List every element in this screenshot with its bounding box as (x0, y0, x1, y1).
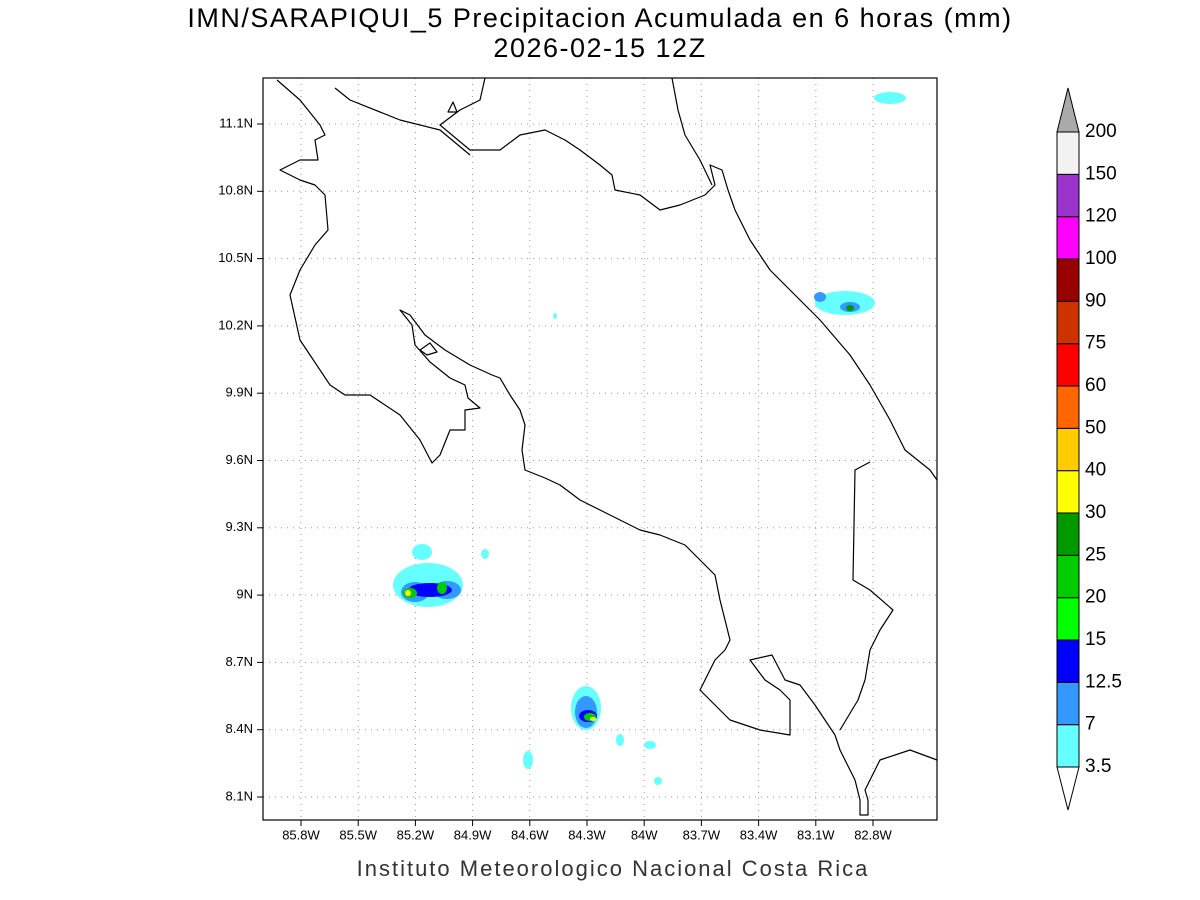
rain-area (874, 92, 906, 104)
lat-label: 8.7N (226, 654, 253, 669)
colorbar-over (1056, 87, 1080, 133)
colorbar-label: 150 (1085, 163, 1117, 184)
colorbar-label: 25 (1085, 544, 1106, 565)
colorbar-box (1056, 300, 1080, 345)
colorbar-box (1056, 639, 1080, 683)
rain-area (481, 549, 489, 559)
rain-area (846, 305, 854, 311)
lat-label: 9.6N (226, 452, 253, 467)
colorbar-label: 120 (1085, 206, 1117, 227)
lat-label: 11.1N (219, 115, 253, 130)
colorbar-box (1056, 512, 1080, 556)
colorbar-box (1056, 343, 1080, 387)
lon-label: 83.7W (683, 827, 721, 842)
lat-label: 10.5N (218, 250, 253, 265)
colorbar-label: 60 (1085, 375, 1106, 396)
rain-area (405, 590, 411, 596)
colorbar-label: 75 (1085, 333, 1106, 354)
lat-label: 8.4N (226, 721, 253, 736)
colorbar-box (1056, 681, 1080, 726)
lat-label: 8.1N (226, 788, 253, 803)
lat-label: 9.9N (226, 385, 253, 400)
colorbar-box (1056, 258, 1080, 302)
colorbar-label: 7 (1085, 714, 1096, 735)
colorbar-box (1056, 470, 1080, 514)
colorbar-label: 30 (1085, 502, 1106, 523)
lon-label: 82.8W (854, 827, 892, 842)
colorbar-label: 100 (1085, 248, 1117, 269)
lon-label: 84W (631, 827, 658, 842)
lon-label: 85.5W (339, 827, 377, 842)
lat-label: 9N (236, 587, 253, 602)
rain-area (654, 777, 662, 785)
colorbar-label: 15 (1085, 629, 1106, 650)
lat-label: 9.3N (226, 519, 253, 534)
colorbar-label: 90 (1085, 290, 1106, 311)
lon-label: 84.9W (454, 827, 492, 842)
rain-area (437, 582, 447, 594)
rain-area (644, 741, 656, 749)
rain-area (553, 313, 557, 319)
lat-label: 10.2N (218, 317, 253, 332)
rain-area (412, 544, 432, 560)
rain-area (590, 717, 596, 721)
colorbar-box (1056, 131, 1080, 175)
colorbar-label: 20 (1085, 587, 1106, 608)
colorbar-label: 3.5 (1085, 756, 1111, 777)
map-frame (262, 77, 938, 821)
lon-label: 84.6W (511, 827, 549, 842)
eastern-shore (671, 77, 713, 186)
precipitation (393, 92, 906, 785)
northern-border (334, 87, 471, 156)
colorbar: 3.5 7 12.5 15 20 25 30 40 50 60 75 90 100 120 150 200 (1056, 87, 1122, 811)
lat-label: 10.8N (218, 183, 253, 198)
colorbar-box (1056, 597, 1080, 641)
islet (447, 101, 458, 113)
rain-area (523, 751, 533, 769)
rain-area (616, 734, 624, 746)
pacific-coast (276, 79, 938, 816)
island (419, 342, 438, 356)
colorbar-label: 200 (1085, 121, 1117, 142)
colorbar-box (1056, 385, 1080, 429)
title: IMN/SARAPIQUI_5 Precipitacion Acumulada … (187, 3, 1012, 33)
lon-label: 85.2W (397, 827, 435, 842)
lon-label: 85.8W (282, 827, 320, 842)
colorbar-label: 40 (1085, 460, 1106, 481)
lon-label: 83.4W (740, 827, 778, 842)
colorbar-box (1056, 427, 1080, 472)
colorbar-box (1056, 216, 1080, 260)
caribbean-coast (439, 77, 938, 481)
panama-border (839, 461, 894, 731)
footer: Instituto Meteorologico Nacional Costa R… (357, 856, 870, 881)
rain-area (814, 292, 826, 302)
subtitle: 2026-02-15 12Z (493, 33, 706, 63)
colorbar-box (1056, 724, 1080, 768)
lon-label: 83.1W (797, 827, 835, 842)
colorbar-box (1056, 554, 1080, 599)
colorbar-label: 12.5 (1085, 671, 1122, 692)
colorbar-box (1056, 173, 1080, 218)
coastlines (276, 77, 938, 816)
colorbar-label: 50 (1085, 417, 1106, 438)
grid (263, 78, 937, 820)
lon-label: 84.3W (568, 827, 606, 842)
colorbar-under (1056, 766, 1080, 811)
